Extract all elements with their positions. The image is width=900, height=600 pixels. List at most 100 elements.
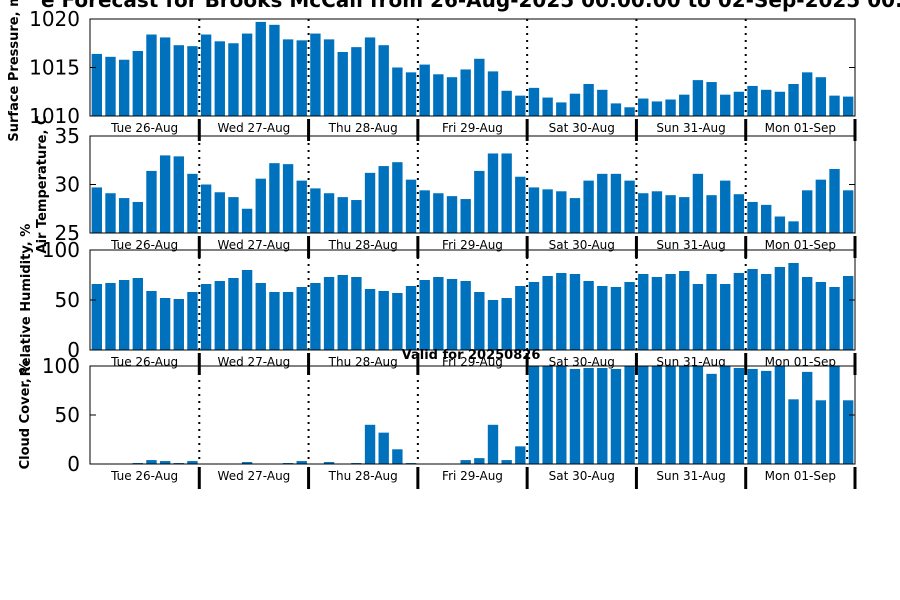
x-tick-label: Sun 31-Aug bbox=[656, 121, 725, 135]
panels-group: Tue 26-Aug Wed 27-Aug Thu 28-Aug Fri 29-Aug… bbox=[7, 0, 857, 489]
y-tick-label: 1020 bbox=[29, 7, 80, 31]
bar bbox=[364, 37, 376, 116]
bar bbox=[323, 462, 335, 464]
bar bbox=[501, 90, 512, 116]
bar bbox=[761, 370, 772, 464]
bar bbox=[487, 71, 499, 116]
bar bbox=[433, 74, 444, 116]
bar bbox=[159, 155, 171, 233]
bar bbox=[720, 366, 731, 464]
bar bbox=[761, 274, 772, 350]
bar bbox=[446, 196, 458, 233]
bar bbox=[460, 69, 471, 116]
bar bbox=[610, 173, 622, 233]
bar bbox=[624, 366, 635, 464]
bar bbox=[515, 446, 526, 464]
x-tick-label: Mon 01-Sep bbox=[765, 121, 836, 135]
bar bbox=[419, 280, 430, 350]
bar bbox=[706, 274, 717, 350]
bar bbox=[679, 366, 690, 464]
bar bbox=[624, 282, 635, 350]
bar bbox=[405, 72, 417, 116]
bar bbox=[747, 85, 758, 116]
bar bbox=[556, 102, 567, 116]
bar bbox=[310, 283, 321, 350]
bar bbox=[460, 199, 471, 233]
bar bbox=[638, 98, 649, 116]
bar bbox=[378, 291, 389, 350]
bar bbox=[692, 80, 704, 116]
bar bbox=[187, 292, 198, 350]
bar bbox=[378, 45, 389, 116]
bar bbox=[788, 399, 799, 464]
bar bbox=[556, 366, 567, 464]
y-tick-label: 35 bbox=[55, 124, 80, 148]
x-tick-label: Thu 28-Aug bbox=[328, 121, 398, 135]
bar bbox=[364, 424, 376, 464]
bar bbox=[118, 59, 130, 116]
bar bbox=[583, 367, 594, 464]
bar bbox=[706, 195, 717, 233]
y-tick-label: 50 bbox=[55, 288, 80, 312]
figure-subtitle: Valid for 20250826 bbox=[402, 348, 541, 363]
bar bbox=[474, 170, 485, 233]
bar bbox=[351, 277, 362, 350]
bar bbox=[528, 187, 540, 233]
y-axis-label: Relative Humidity, % bbox=[19, 224, 34, 377]
bar bbox=[706, 82, 717, 116]
x-tick-label: Wed 27-Aug bbox=[218, 469, 291, 483]
bar bbox=[624, 180, 635, 233]
bar bbox=[665, 274, 676, 350]
bar bbox=[774, 267, 786, 350]
bar bbox=[378, 432, 389, 464]
bar bbox=[597, 173, 608, 233]
bar bbox=[692, 284, 704, 350]
bar bbox=[842, 400, 854, 464]
bar bbox=[733, 367, 745, 464]
bar bbox=[501, 460, 512, 464]
x-tick-label: Fri 29-Aug bbox=[442, 469, 503, 483]
bar bbox=[597, 286, 608, 350]
panel-2: Tue 26-Aug Wed 27-Aug Thu 28-Aug Fri 29-Aug… bbox=[35, 116, 857, 258]
x-tick-label: Thu 28-Aug bbox=[328, 355, 398, 369]
bar bbox=[774, 91, 786, 116]
bar bbox=[91, 187, 103, 233]
bar bbox=[501, 298, 512, 350]
y-tick-label: 1010 bbox=[29, 104, 80, 128]
bar bbox=[200, 34, 212, 116]
bar bbox=[556, 191, 567, 233]
bar bbox=[228, 278, 239, 350]
bar bbox=[323, 39, 335, 117]
bar bbox=[747, 269, 758, 350]
bar bbox=[392, 449, 403, 464]
bar bbox=[159, 298, 171, 350]
bar bbox=[269, 24, 280, 116]
x-tick-label: Tue 26-Aug bbox=[110, 355, 178, 369]
x-tick-label: Sat 30-Aug bbox=[549, 469, 615, 483]
bar bbox=[91, 284, 103, 350]
bar bbox=[323, 277, 335, 350]
bar bbox=[378, 166, 389, 233]
bar bbox=[597, 367, 608, 464]
y-tick-label: 100 bbox=[42, 238, 80, 262]
bar bbox=[159, 461, 171, 464]
panel-3: Tue 26-Aug Wed 27-Aug Thu 28-Aug Fri 29-Aug… bbox=[19, 224, 857, 377]
bar bbox=[733, 273, 745, 350]
bar bbox=[651, 191, 663, 233]
bar bbox=[105, 193, 116, 233]
bar bbox=[269, 292, 280, 350]
bar bbox=[241, 208, 253, 233]
bar bbox=[515, 176, 526, 233]
bar bbox=[433, 193, 444, 233]
bar bbox=[296, 461, 307, 464]
bar bbox=[146, 34, 157, 116]
panel-1: Tue 26-Aug Wed 27-Aug Thu 28-Aug Fri 29-Aug… bbox=[7, 0, 857, 142]
bar bbox=[842, 190, 854, 233]
y-tick-label: 25 bbox=[55, 221, 80, 245]
bar bbox=[474, 58, 485, 116]
bar bbox=[829, 95, 840, 116]
x-tick-label: Wed 27-Aug bbox=[218, 121, 291, 135]
bar bbox=[364, 289, 376, 350]
bar bbox=[364, 172, 376, 233]
bar bbox=[788, 221, 799, 233]
